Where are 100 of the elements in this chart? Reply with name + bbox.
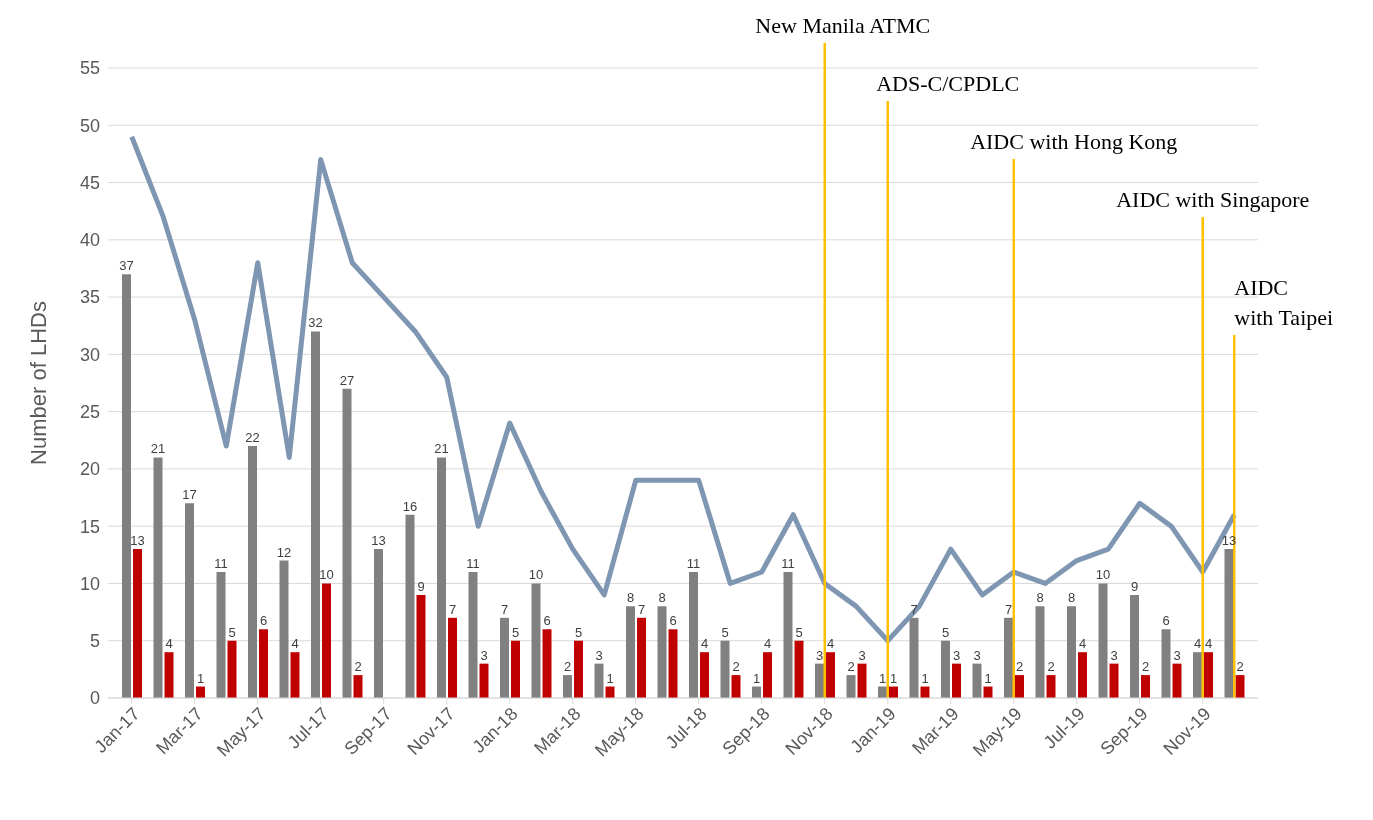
data-label: 27 — [339, 372, 355, 388]
data-label: 5 — [511, 624, 520, 640]
data-label: 21 — [150, 441, 166, 457]
data-label: 3 — [480, 647, 488, 663]
bar — [1130, 594, 1139, 698]
bar — [815, 663, 824, 698]
data-label: 11 — [781, 556, 795, 571]
bar — [668, 629, 678, 698]
bar — [657, 606, 667, 698]
bar — [416, 594, 426, 698]
data-label: 4 — [700, 636, 709, 652]
data-label: 10 — [1095, 567, 1111, 583]
bar — [1109, 663, 1119, 698]
data-label: 11 — [214, 556, 228, 571]
bar — [322, 583, 331, 698]
data-label: 37 — [119, 258, 134, 274]
data-label: 8 — [626, 590, 635, 606]
data-label: 4 — [1204, 636, 1213, 652]
y-tick-label: 25 — [79, 402, 100, 423]
ref-line-label: New Manila ATMC — [755, 13, 931, 38]
bar — [500, 617, 509, 698]
y-axis-title: Number of LHDs — [25, 301, 51, 465]
data-label: 6 — [259, 613, 268, 629]
bar — [594, 663, 604, 698]
y-tick-label: 40 — [79, 230, 100, 251]
data-label: 11 — [686, 556, 701, 571]
bar — [227, 640, 237, 698]
y-tick-label: 10 — [79, 573, 100, 594]
data-label: 8 — [1036, 590, 1044, 606]
bar — [405, 514, 415, 698]
data-label: 2 — [1015, 659, 1024, 675]
data-label: 5 — [721, 624, 729, 640]
ref-line-label: ADS-C/CPDLC — [876, 71, 1020, 96]
bar — [763, 652, 772, 698]
data-label: 21 — [434, 441, 449, 457]
data-label: 5 — [795, 624, 803, 640]
ref-line-label: AIDC with Hong Kong — [970, 129, 1178, 154]
bar — [720, 640, 730, 698]
data-label: 3 — [973, 647, 981, 663]
y-tick-label: 55 — [79, 58, 100, 79]
data-label: 1 — [921, 670, 929, 686]
bar — [1172, 663, 1182, 698]
data-label: 3 — [952, 647, 961, 663]
data-label: 1 — [889, 670, 898, 686]
bar — [1067, 606, 1076, 698]
data-label: 3 — [1173, 647, 1181, 663]
bar — [1098, 583, 1108, 698]
ref-line-label: AIDC with Singapore — [1116, 187, 1310, 212]
bar — [531, 583, 541, 698]
bar — [1035, 606, 1045, 698]
data-label: 1 — [752, 670, 761, 686]
bar — [941, 640, 950, 698]
data-label: 2 — [563, 659, 572, 675]
bar — [259, 629, 268, 698]
bar — [279, 560, 289, 698]
bar — [1015, 675, 1024, 698]
bar — [794, 640, 804, 698]
y-tick-label: 35 — [79, 287, 100, 308]
bar — [153, 457, 163, 698]
bar — [479, 663, 489, 698]
bar — [952, 663, 961, 698]
bar — [216, 572, 226, 698]
data-label: 6 — [669, 613, 677, 629]
bar — [846, 675, 856, 698]
data-label: 7 — [448, 601, 457, 617]
bar — [290, 652, 300, 698]
data-label: 3 — [1110, 647, 1118, 663]
y-tick-label: 15 — [79, 516, 100, 537]
data-label: 10 — [319, 567, 334, 583]
data-label: 12 — [276, 544, 292, 560]
data-label: 4 — [763, 636, 772, 652]
data-label: 3 — [595, 647, 603, 663]
data-label: 2 — [732, 659, 740, 675]
bar — [248, 446, 257, 698]
bar — [374, 549, 383, 698]
ref-line-label: AIDC with Taipei — [1234, 275, 1334, 330]
data-label: 6 — [1162, 613, 1170, 629]
data-label: 1 — [196, 670, 205, 686]
bar — [563, 675, 572, 698]
bar — [133, 549, 142, 698]
data-label: 2 — [1047, 659, 1055, 675]
data-label: 10 — [528, 567, 544, 583]
bar — [1204, 652, 1213, 698]
bar — [700, 652, 709, 698]
data-label: 5 — [574, 624, 583, 640]
bar — [909, 617, 919, 698]
bar — [731, 675, 741, 698]
bar — [542, 629, 552, 698]
bar — [185, 503, 194, 698]
data-label: 4 — [1078, 636, 1087, 652]
bar — [448, 617, 457, 698]
data-label: 2 — [847, 659, 855, 675]
bar — [637, 617, 646, 698]
data-label: 22 — [245, 430, 260, 445]
data-label: 11 — [466, 556, 480, 571]
bar — [689, 572, 698, 698]
data-label: 6 — [543, 613, 551, 629]
data-label: 4 — [165, 636, 173, 652]
data-label: 9 — [1130, 578, 1139, 594]
data-label: 4 — [1193, 636, 1202, 652]
